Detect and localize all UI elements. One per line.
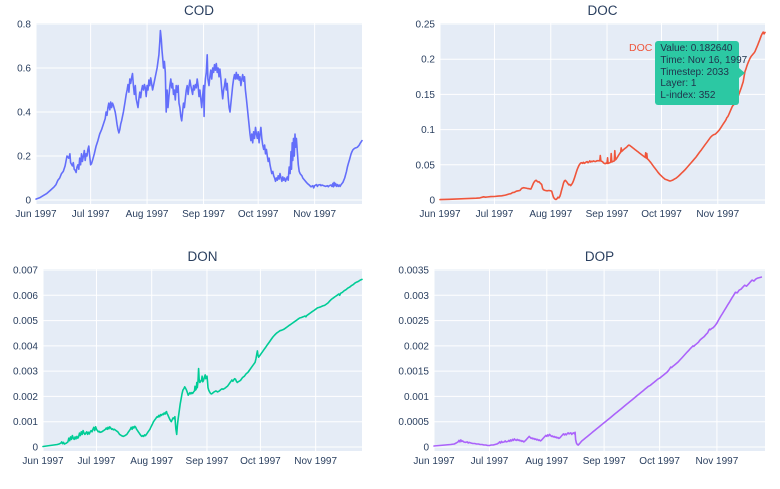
doc-x-tick-label: Jul 1997: [476, 209, 514, 220]
hover-trace-label: DOC: [629, 42, 653, 54]
dop-chart: DOP 0 0.0005 0.001 0.0015 0.002 0.0025 0.003 0.0…: [398, 249, 765, 467]
cod-y-tick-label: 0: [25, 196, 31, 207]
don-y-tick-label: 0.006: [13, 291, 38, 302]
dop-y-tick-label: 0.0015: [398, 367, 429, 378]
dop-y-tick-label: 0.003: [404, 291, 429, 302]
don-y-tick-label: 0.005: [13, 316, 38, 327]
doc-chart: DOC 0 0.05 0.1 0.15 0.2 0.25 Jun 1997 Jul 1997 Au…: [416, 3, 766, 220]
don-plot-background[interactable]: [43, 269, 362, 451]
hover-box: Value: 0.182640 Time: Nov 16, 1997 Times…: [655, 41, 748, 105]
panel-don: DON 0 0.001 0.002 0.003 0.004 0.005 0.006 0.007 J…: [0, 244, 390, 489]
don-x-tick-label: Jul 1997: [78, 456, 116, 467]
dop-x-tick-label: Jun 1997: [413, 456, 455, 467]
cod-x-tick-label: Oct 1997: [238, 209, 279, 220]
dop-x-tick-label: Jul 1997: [471, 456, 509, 467]
doc-y-tick-label: 0.2: [421, 55, 435, 66]
panel-dop: DOP 0 0.0005 0.001 0.0015 0.002 0.0025 0.003 0.0…: [390, 244, 780, 489]
don-y-tick-label: 0.007: [13, 266, 38, 277]
cod-x-tick-label: Aug 1997: [126, 209, 169, 220]
don-y-tick-label: 0.001: [13, 417, 38, 428]
doc-series-line[interactable]: [439, 31, 766, 201]
hover-line-timestep: Timestep: 2033: [660, 66, 729, 78]
dop-y-tick-label: 0.001: [404, 392, 429, 403]
cod-x-tick-label: Nov 1997: [293, 209, 336, 220]
don-x-tick-label: Aug 1997: [130, 456, 173, 467]
cod-chart-title: COD: [184, 3, 214, 18]
don-x-tick-label: Jun 1997: [22, 456, 64, 467]
don-y-tick-label: 0.002: [13, 392, 38, 403]
dop-y-tick-label: 0: [423, 443, 429, 454]
cod-x-tick-label: Jun 1997: [15, 209, 57, 220]
hover-line-time: Time: Nov 16, 1997: [660, 54, 748, 66]
cod-y-tick-label: 0.4: [17, 108, 31, 119]
doc-y-tick-label: 0.1: [421, 125, 435, 136]
don-x-tick-label: Oct 1997: [240, 456, 281, 467]
doc-y-tick-label: 0.15: [416, 90, 436, 101]
hover-line-layer: Layer: 1: [660, 78, 697, 90]
doc-x-tick-label: Oct 1997: [641, 209, 682, 220]
cod-x-tick-label: Sep 1997: [182, 209, 225, 220]
cod-plot-background[interactable]: [36, 23, 362, 204]
cod-chart: COD 0 0.2 0.4 0.6 0.8 Jun 1997 Jul 1997 Aug 1997…: [15, 3, 363, 220]
doc-x-tick-label: Aug 1997: [529, 209, 572, 220]
doc-y-tick-label: 0.05: [416, 160, 436, 171]
doc-y-tick-label: 0: [429, 196, 435, 207]
doc-y-tick-label: 0.25: [416, 20, 436, 31]
hover-line-lindex: L-index: 352: [660, 90, 716, 102]
cod-series-line[interactable]: [35, 29, 363, 200]
panel-cod: COD 0 0.2 0.4 0.6 0.8 Jun 1997 Jul 1997 Aug 1997…: [0, 0, 390, 245]
cod-y-tick-label: 0.6: [17, 64, 31, 75]
dop-series-line[interactable]: [433, 276, 763, 447]
cod-y-tick-label: 0.2: [17, 152, 31, 163]
dop-y-tick-label: 0.0005: [398, 417, 429, 428]
hover-arrow-icon: [739, 67, 746, 78]
doc-x-tick-label: Nov 1997: [696, 209, 739, 220]
don-y-tick-label: 0.004: [13, 341, 38, 352]
dop-x-tick-label: Oct 1997: [639, 456, 680, 467]
dop-x-tick-label: Aug 1997: [525, 456, 568, 467]
hover-tooltip: DOC Value: 0.182640 Time: Nov 16, 1997 T…: [629, 41, 748, 105]
don-y-tick-label: 0: [32, 443, 38, 454]
don-series-line[interactable]: [42, 278, 363, 448]
doc-x-tick-label: Sep 1997: [586, 209, 629, 220]
don-x-tick-label: Sep 1997: [186, 456, 229, 467]
doc-chart-title: DOC: [588, 3, 618, 18]
doc-x-tick-label: Jun 1997: [419, 209, 461, 220]
don-chart: DON 0 0.001 0.002 0.003 0.004 0.005 0.006 0.007 J…: [13, 249, 363, 467]
dop-y-tick-label: 0.002: [404, 341, 429, 352]
dop-y-tick-label: 0.0035: [398, 266, 429, 277]
dop-x-tick-label: Sep 1997: [583, 456, 626, 467]
dop-plot-background[interactable]: [434, 269, 765, 451]
don-chart-title: DON: [188, 249, 218, 264]
dop-chart-title: DOP: [585, 249, 614, 264]
hover-line-value: Value: 0.182640: [660, 43, 733, 54]
cod-x-tick-label: Jul 1997: [72, 209, 110, 220]
dop-x-tick-label: Nov 1997: [696, 456, 739, 467]
don-y-tick-label: 0.003: [13, 367, 38, 378]
don-x-tick-label: Nov 1997: [294, 456, 337, 467]
cod-y-tick-label: 0.8: [17, 20, 31, 31]
dop-y-tick-label: 0.0025: [398, 316, 429, 327]
panel-doc: DOC 0 0.05 0.1 0.15 0.2 0.25 Jun 1997 Jul 1997 Au…: [390, 0, 780, 245]
